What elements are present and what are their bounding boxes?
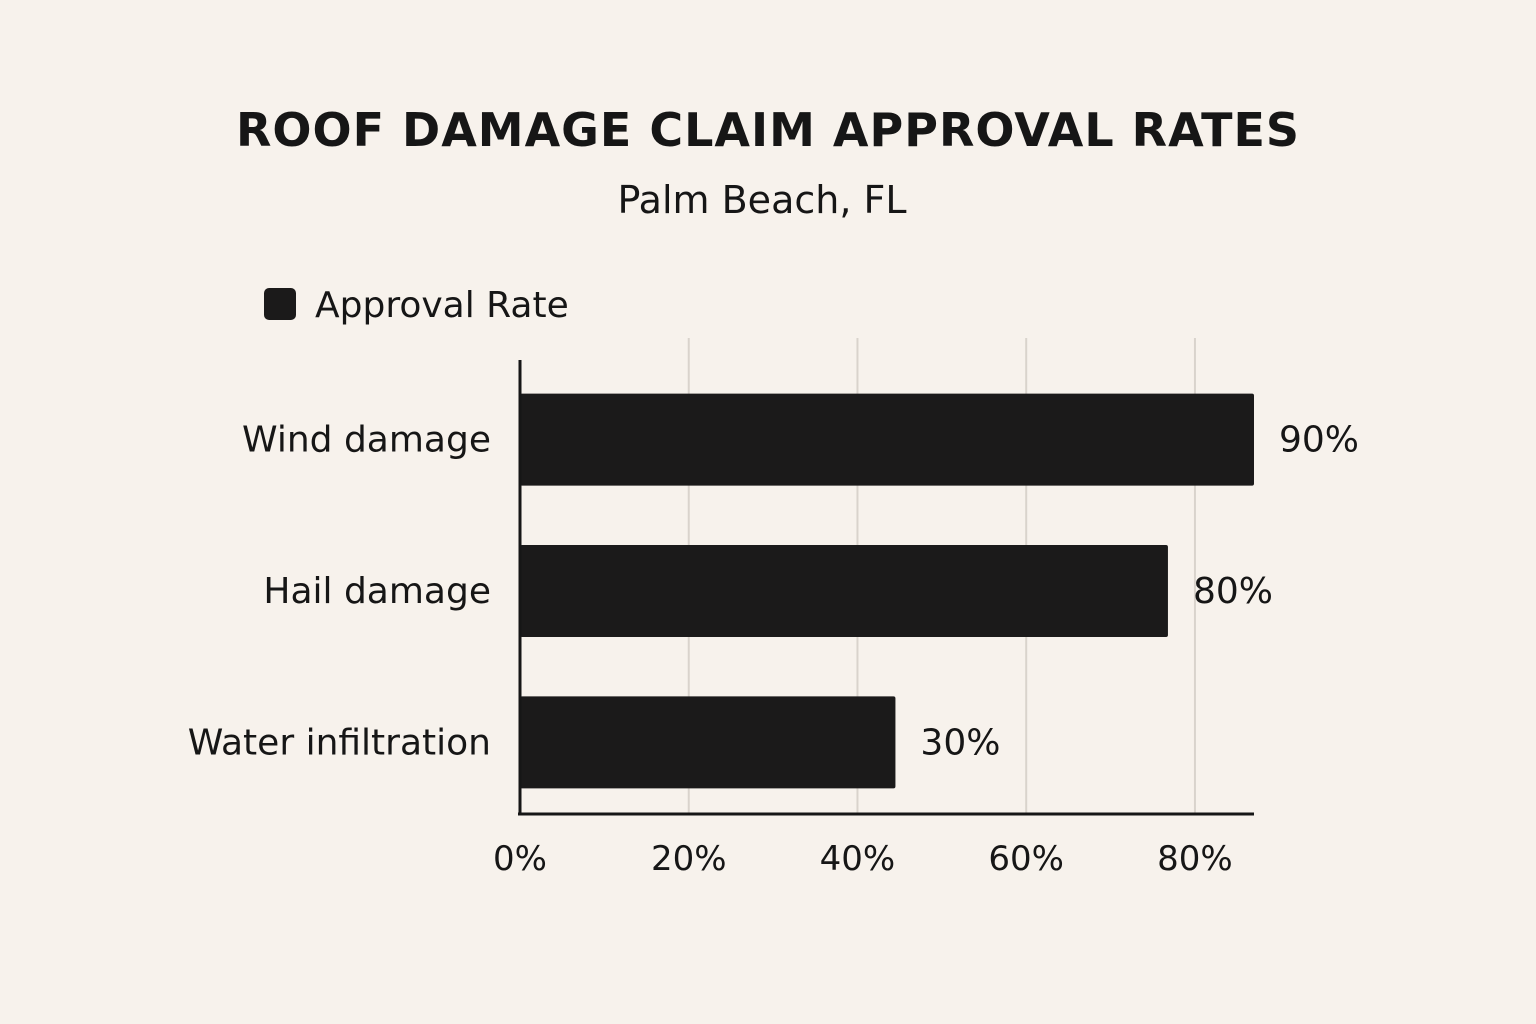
- x-tick-label: 0%: [493, 839, 547, 879]
- category-label: Hail damage: [263, 571, 491, 612]
- bars: [520, 393, 1254, 789]
- x-tick-label: 20%: [651, 839, 727, 879]
- value-label: 30%: [920, 722, 1000, 763]
- category-label: Water infiltration: [188, 722, 491, 763]
- x-tick-label: 40%: [820, 839, 896, 879]
- legend: Approval Rate: [264, 285, 569, 326]
- chart-title: ROOF DAMAGE CLAIM APPROVAL RATES: [236, 103, 1300, 157]
- x-tick-label: 80%: [1157, 839, 1233, 879]
- labels: 0% 20% 40% 60% 80% Wind damage 90% Hail damage 8…: [188, 420, 1359, 879]
- bar-hail-damage: [520, 545, 1168, 637]
- legend-label: Approval Rate: [315, 285, 569, 326]
- x-tick-label: 60%: [988, 839, 1064, 879]
- category-label: Wind damage: [242, 420, 491, 461]
- value-label: 80%: [1193, 571, 1273, 612]
- value-label: 90%: [1279, 420, 1359, 461]
- bar-wind-damage: [520, 393, 1254, 486]
- bar-water-infiltration: [520, 696, 896, 789]
- legend-swatch: [264, 288, 296, 320]
- chart-subtitle: Palm Beach, FL: [617, 178, 906, 222]
